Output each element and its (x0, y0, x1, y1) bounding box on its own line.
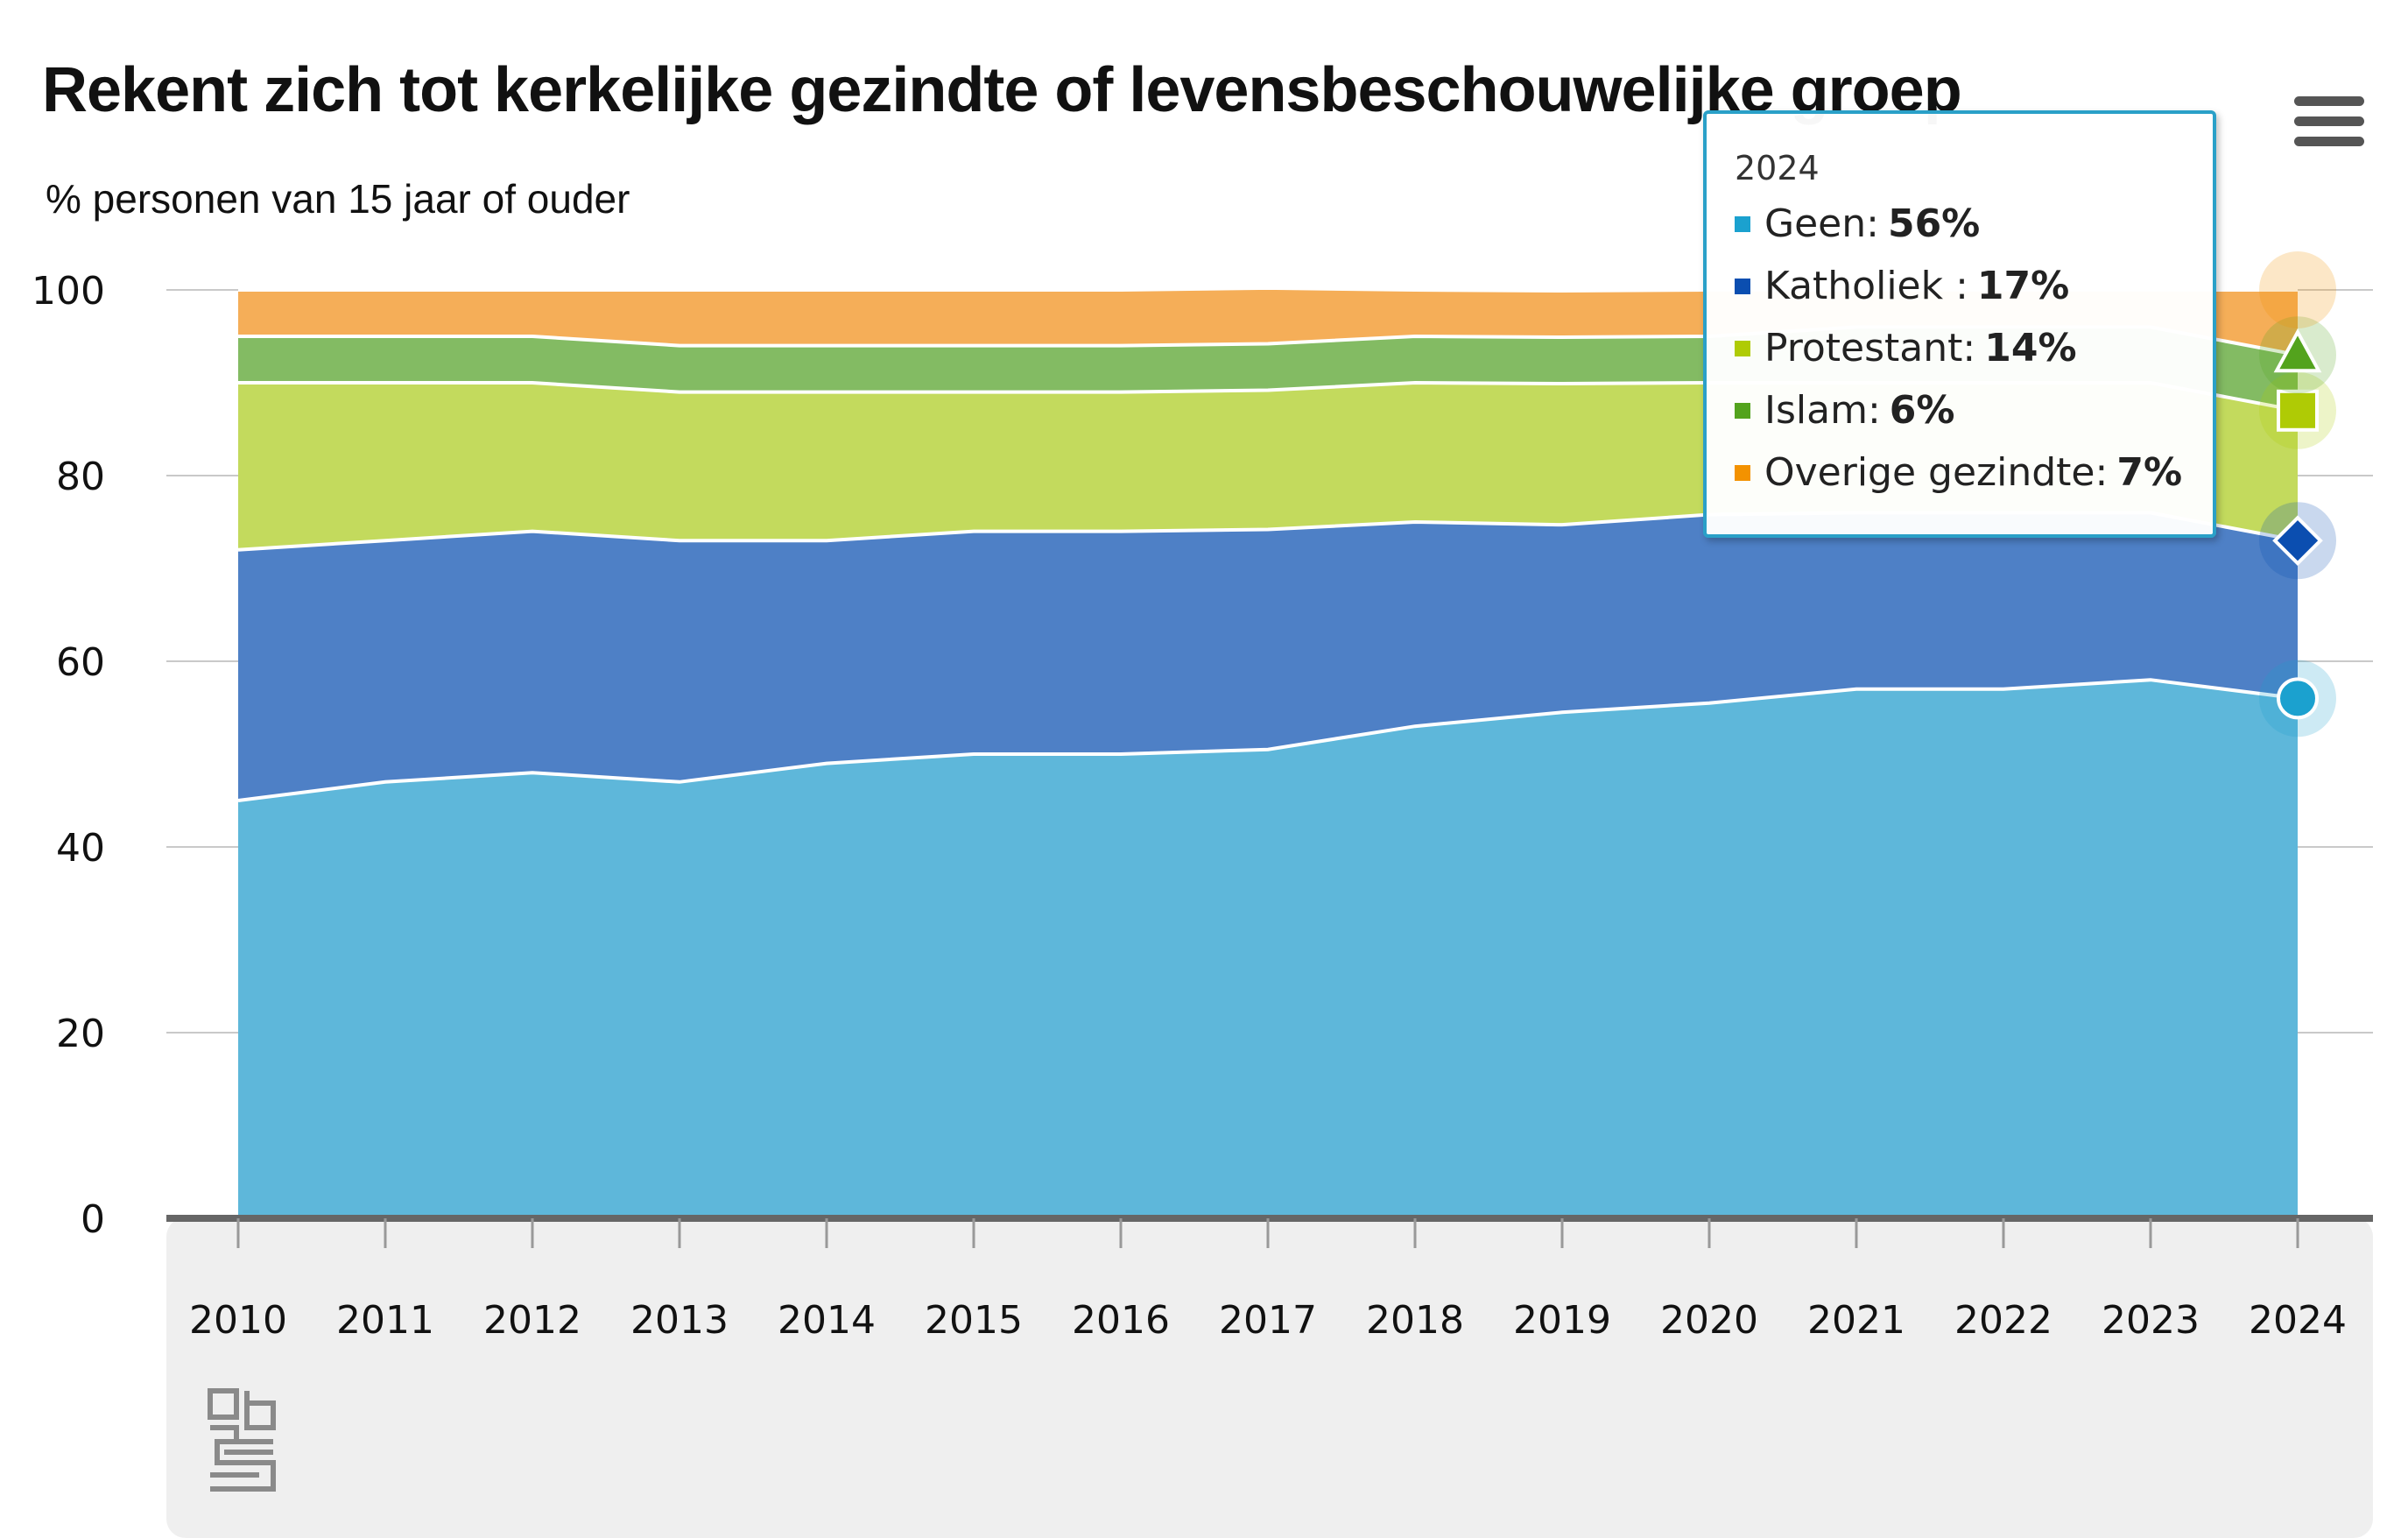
x-tick-label: 2014 (778, 1298, 876, 1343)
tooltip-label: Overige gezindte: (1764, 450, 2109, 495)
area-geen[interactable] (238, 680, 2298, 1218)
y-tick-labels: 0 20 40 60 80 100 (32, 269, 105, 1242)
menu-bar-middle (2294, 116, 2364, 126)
x-tick-label: 2015 (925, 1298, 1023, 1343)
tooltip-swatch (1735, 464, 1750, 481)
tooltip-row: Islam: 6% (1735, 388, 1954, 433)
tooltip-label: Islam: (1764, 388, 1881, 433)
hover-markers[interactable] (2259, 251, 2336, 737)
marker-halo (2259, 251, 2336, 328)
x-tick-label: 2019 (1513, 1298, 1611, 1343)
tooltip-swatch (1735, 402, 1750, 419)
x-tick-label: 2011 (336, 1298, 434, 1343)
tooltip-row: Geen: 56% (1735, 201, 1980, 246)
y-tick-label: 20 (56, 1012, 105, 1056)
tooltip-value: 7% (2116, 450, 2183, 495)
marker-islam[interactable] (2273, 328, 2322, 373)
tooltip-value: 56% (1887, 201, 1981, 246)
axes (166, 1215, 2373, 1248)
menu-bar-bottom (2294, 137, 2364, 146)
x-tick-label: 2016 (1072, 1298, 1170, 1343)
y-tick-label: 40 (56, 826, 105, 871)
tooltip: 2024 Geen: 56% Katholiek :17% Protestant: 14… (1703, 110, 2216, 538)
tooltip-value: 17% (1976, 264, 2070, 308)
tooltip-row: Overige gezindte: 7% (1735, 450, 2182, 495)
x-tick-label: 2023 (2102, 1298, 2200, 1343)
x-tick-labels: 2010 2011 2012 2013 2014 2015 2016 2017 2018 2019… (189, 1298, 2347, 1343)
y-tick-label: 60 (56, 640, 105, 685)
menu-bar-top (2294, 96, 2364, 106)
tooltip-swatch (1735, 340, 1750, 356)
tooltip-label: Geen: (1764, 201, 1879, 246)
chart-subtitle: % personen van 15 jaar of ouder (46, 176, 630, 222)
tooltip-value: 14% (1984, 326, 2077, 370)
marker-geen[interactable] (2277, 677, 2319, 720)
tooltip-row: Katholiek :17% (1735, 264, 2069, 308)
tooltip-label: Katholiek : (1764, 264, 1968, 308)
x-tick-label: 2020 (1660, 1298, 1758, 1343)
x-tick-label: 2024 (2249, 1298, 2347, 1343)
x-tick-label: 2017 (1219, 1298, 1317, 1343)
x-tick-label: 2018 (1366, 1298, 1464, 1343)
tooltip-year: 2024 (1735, 149, 1820, 187)
area-katholiek[interactable] (238, 512, 2298, 801)
series-boundary-line (237, 678, 2299, 802)
y-tick-label: 80 (56, 455, 105, 499)
tooltip-swatch (1735, 215, 1750, 232)
x-tick-label: 2021 (1807, 1298, 1905, 1343)
tooltip-value: 6% (1889, 388, 1955, 433)
tooltip-row: Protestant: 14% (1735, 326, 2077, 370)
cbs-logo-icon (208, 1388, 276, 1492)
y-tick-label: 100 (32, 269, 105, 314)
x-tick-label: 2012 (483, 1298, 581, 1343)
x-axis-panel (166, 1217, 2373, 1538)
x-tick-label: 2010 (189, 1298, 287, 1343)
marker-protestant[interactable] (2277, 389, 2319, 432)
hamburger-menu-icon[interactable] (2294, 96, 2364, 152)
tooltip-label: Protestant: (1764, 326, 1976, 370)
x-tick-label: 2013 (630, 1298, 729, 1343)
tooltip-swatch (1735, 278, 1750, 294)
y-tick-label: 0 (81, 1197, 105, 1242)
chart-title: Rekent zich tot kerkelijke gezindte of l… (42, 55, 1962, 125)
x-tick-label: 2022 (1954, 1298, 2052, 1343)
marker-katholiek[interactable] (2272, 515, 2323, 567)
